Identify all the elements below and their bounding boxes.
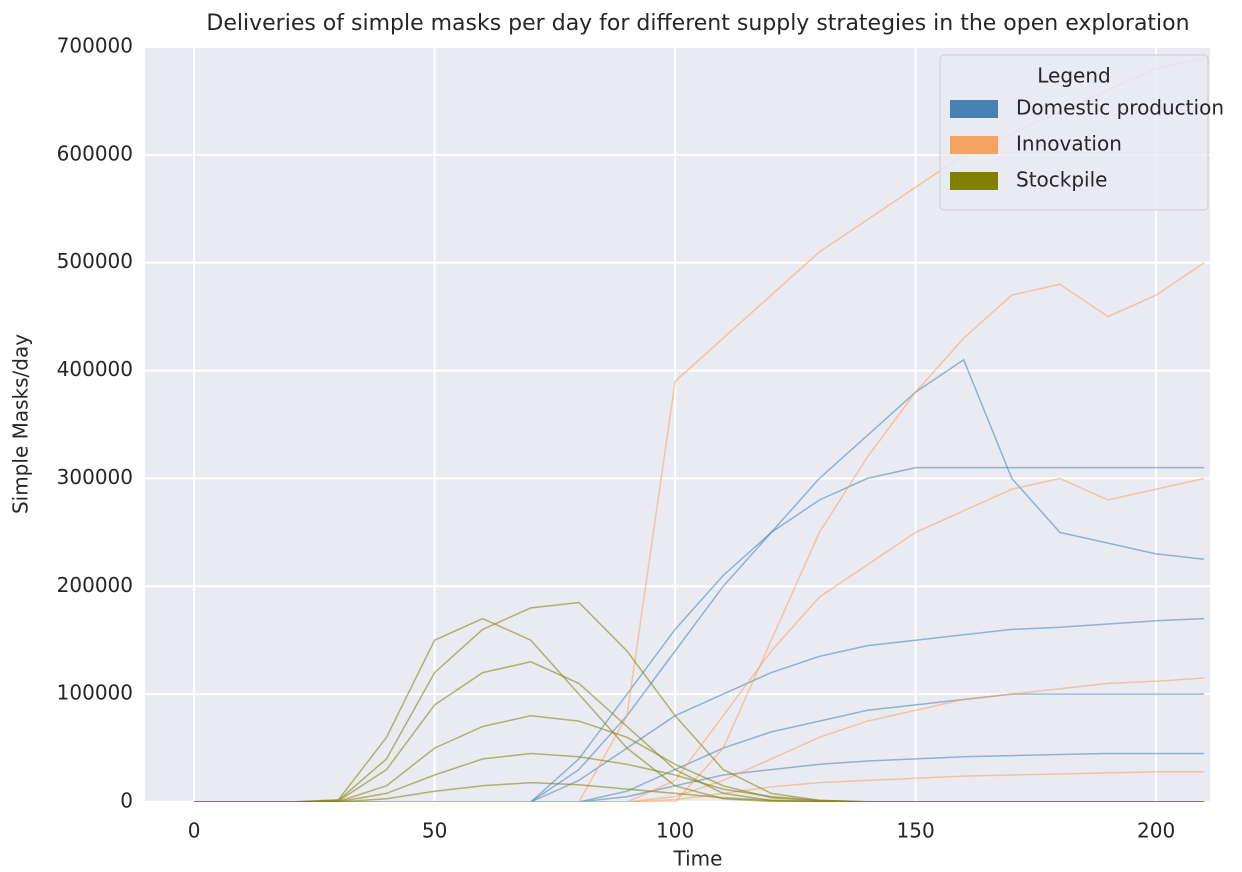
series-line — [194, 466, 1205, 802]
x-tick-label: 100 — [656, 819, 694, 843]
y-tick-label: 300000 — [57, 465, 133, 489]
series-line — [194, 601, 1205, 802]
legend-swatch — [950, 136, 998, 154]
series-line — [194, 677, 1205, 802]
legend-swatch — [950, 100, 998, 118]
y-tick-label: 100000 — [57, 681, 133, 705]
legend-swatch — [950, 172, 998, 190]
series-line — [194, 617, 1205, 802]
series-line — [194, 752, 1205, 802]
series-line — [194, 693, 1205, 802]
y-tick-label: 200000 — [57, 573, 133, 597]
x-tick-label: 50 — [422, 819, 447, 843]
x-tick-label: 150 — [897, 819, 935, 843]
legend-box — [939, 54, 1209, 211]
y-tick-label: 600000 — [57, 141, 133, 165]
y-axis-label: Simple Masks/day — [9, 334, 33, 514]
legend-label: Domestic production — [1016, 96, 1224, 120]
y-tick-label: 0 — [120, 789, 133, 813]
x-axis-label: Time — [673, 847, 723, 871]
chart-title: Deliveries of simple masks per day for d… — [206, 11, 1189, 36]
x-tick-label: 200 — [1137, 819, 1175, 843]
series-line — [194, 781, 1205, 802]
series-line — [194, 477, 1205, 802]
legend-title: Legend — [1037, 64, 1110, 88]
series-line — [194, 617, 1205, 802]
y-tick-label: 400000 — [57, 357, 133, 381]
series-line — [194, 358, 1205, 802]
series-line — [194, 714, 1205, 802]
series-line — [194, 752, 1205, 802]
x-tick-label: 0 — [188, 819, 201, 843]
series-line — [194, 771, 1205, 802]
y-tick-label: 500000 — [57, 249, 133, 273]
y-tick-label: 700000 — [57, 34, 133, 58]
legend-label: Innovation — [1016, 132, 1122, 156]
legend-label: Stockpile — [1016, 168, 1107, 192]
